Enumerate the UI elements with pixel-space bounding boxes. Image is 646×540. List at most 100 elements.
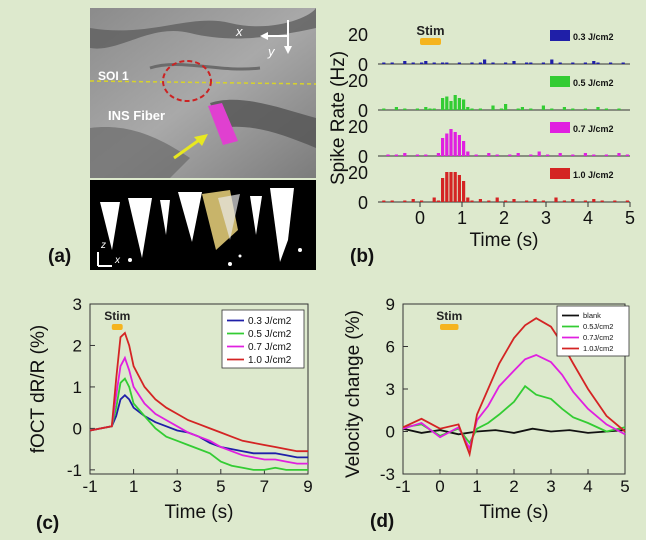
bar — [478, 199, 482, 202]
bar — [583, 153, 587, 156]
bar — [571, 154, 575, 156]
legend-label: 0.3 J/cm2 — [248, 316, 292, 327]
x-tick-label: 3 — [172, 477, 181, 496]
panel-d-label: (d) — [370, 511, 395, 532]
x-tick-label: 2 — [499, 208, 509, 228]
x-tick-label: 4 — [583, 477, 592, 496]
bar — [382, 62, 386, 64]
bar — [466, 107, 470, 110]
chart-c: -1 0 1 2 3 -1 1 3 5 7 9 Stim 0.3 J/cm2 0.5 J/cm2 0.7 J… — [28, 295, 313, 523]
y-tick-label: 9 — [386, 295, 395, 314]
y-tick-label: 0 — [386, 423, 395, 442]
bar — [424, 154, 428, 156]
bar — [571, 199, 575, 202]
bar — [453, 172, 457, 202]
bar — [457, 135, 461, 156]
bar — [562, 200, 566, 202]
bar — [583, 108, 587, 110]
bar — [424, 107, 428, 110]
bar — [457, 175, 461, 202]
bar — [415, 154, 419, 156]
legend-label: blank — [583, 311, 601, 320]
legend-swatch — [550, 30, 570, 41]
x-tick-label: 3 — [541, 208, 551, 228]
bar — [436, 153, 440, 156]
bar — [470, 200, 474, 202]
bar — [625, 200, 629, 202]
legend-swatch — [550, 76, 570, 87]
panel-c-label: (c) — [36, 513, 60, 534]
bar — [403, 153, 407, 156]
series-line — [89, 393, 308, 459]
bar — [609, 62, 613, 64]
x-tick-label: 0 — [415, 208, 425, 228]
plot-frame — [89, 303, 309, 475]
bar — [415, 108, 419, 110]
bar — [420, 62, 424, 64]
bar — [432, 197, 436, 202]
bar — [516, 153, 520, 156]
bar — [525, 200, 529, 202]
ins-fiber-label: INS Fiber — [108, 108, 166, 123]
bar — [483, 59, 487, 64]
x-tick-label: 2 — [509, 477, 518, 496]
bar — [478, 62, 482, 64]
panel-a-cross-section — [90, 180, 316, 270]
y-tick-label: -3 — [380, 465, 395, 484]
bar — [617, 108, 621, 110]
bar — [617, 153, 621, 156]
bar — [466, 151, 470, 156]
legend-label: 1.0 J/cm2 — [573, 170, 614, 180]
x-tick-label: 7 — [260, 477, 269, 496]
bar — [424, 61, 428, 64]
bar — [470, 108, 474, 110]
y-tick-label: 20 — [348, 71, 368, 91]
bar — [525, 62, 529, 64]
bar — [546, 154, 550, 156]
bar — [436, 200, 440, 202]
bar — [466, 197, 470, 202]
bar — [491, 105, 495, 110]
y-tick-label: 6 — [386, 338, 395, 357]
bar — [432, 108, 436, 110]
bar — [457, 98, 461, 110]
x-tick-label: 0 — [435, 477, 444, 496]
legend-label: 1.0J/cm2 — [583, 344, 613, 353]
bar — [529, 154, 533, 156]
bar — [449, 101, 453, 110]
bar — [445, 96, 449, 110]
bar — [520, 107, 524, 110]
bar — [571, 108, 575, 110]
bar — [504, 104, 508, 110]
stim-bar — [420, 38, 441, 45]
y-tick-label: 0 — [73, 419, 82, 438]
stim-label: Stim — [436, 309, 462, 323]
y-tick-label: 1 — [73, 378, 82, 397]
x-tick-label: -1 — [395, 477, 410, 496]
bar — [604, 154, 608, 156]
stim-label: Stim — [104, 309, 130, 323]
legend-label: 0.5 J/cm2 — [573, 78, 614, 88]
bar — [596, 62, 600, 64]
y-tick-label: -1 — [67, 461, 82, 480]
bar — [394, 154, 398, 156]
bar — [403, 200, 407, 202]
bar — [613, 200, 617, 202]
bar — [592, 61, 596, 64]
y-tick-label: 2 — [73, 336, 82, 355]
bar — [592, 154, 596, 156]
bar — [504, 62, 508, 64]
bar — [420, 200, 424, 202]
bar — [583, 62, 587, 64]
bar — [604, 108, 608, 110]
bar — [382, 108, 386, 110]
series-line — [89, 355, 308, 465]
bar — [541, 62, 545, 64]
y-axis-title: Spike Rate (Hz) — [330, 51, 349, 185]
bar — [529, 62, 533, 64]
x-axis-label-top: x — [236, 24, 243, 39]
bar — [508, 154, 512, 156]
x-axis-title: Time (s) — [470, 230, 539, 251]
y-tick-label: 0 — [358, 147, 368, 167]
bar — [470, 62, 474, 64]
